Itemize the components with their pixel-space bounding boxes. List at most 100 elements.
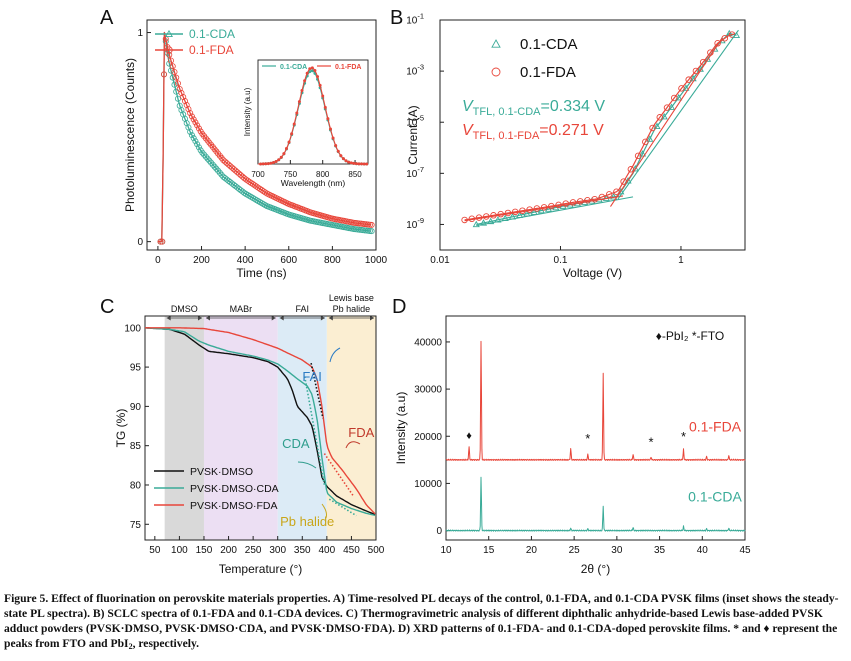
panel-b-ytick-exponent: -5 xyxy=(417,114,424,123)
panel-a-inset-point-fda xyxy=(292,122,296,126)
panel-a-point-cda xyxy=(188,132,195,139)
panel-a-point-cda xyxy=(209,161,216,168)
panel-d-xtick: 25 xyxy=(569,545,581,556)
panel-d-ytick: 40000 xyxy=(414,337,442,348)
panel-a-point-fda xyxy=(169,63,176,70)
panel-d-xlabel: 2θ (°) xyxy=(581,562,610,576)
panel-a-point-cda xyxy=(208,159,215,166)
panel-b-point-cda xyxy=(646,135,654,142)
panel-c-annotation: CDA xyxy=(282,436,310,451)
panel-d-frame xyxy=(445,315,746,541)
panel-a-inset-xtick: 750 xyxy=(284,170,298,179)
panel-a-point-fda xyxy=(232,167,239,174)
panel-b-annotation-symbol: V xyxy=(462,122,474,139)
panel-a-legend-marker xyxy=(165,29,173,38)
panel-a-inset-xtick: 850 xyxy=(348,170,362,179)
panel-a-inset-point-fda xyxy=(341,157,345,161)
panel-a-inset-point-cda xyxy=(308,70,312,74)
panel-a-legend-text: 0.1-CDA xyxy=(189,27,235,41)
panel-a-frame xyxy=(146,19,377,251)
panel-a-inset-point-fda xyxy=(316,75,320,79)
panel-c-series-control xyxy=(144,327,376,516)
panel-b-annotation-subscript: TFL, 0.1-FDA xyxy=(473,130,540,142)
panel-b-point-fda xyxy=(692,67,700,75)
panel-d-xtick: 15 xyxy=(483,545,495,556)
panel-c-region-label: FAI xyxy=(296,304,310,314)
panel-b-legend-text: 0.1-CDA xyxy=(520,36,578,53)
panel-b-point-fda xyxy=(577,198,584,205)
panel-d-xtick: 40 xyxy=(697,545,709,556)
panel-a-inset-point-fda xyxy=(264,162,268,166)
panel-a-point-fda xyxy=(176,86,183,93)
panel-c-xtick: 500 xyxy=(368,545,385,556)
panel-b-point-cda xyxy=(610,193,618,200)
panel-a-xtick: 800 xyxy=(324,255,341,266)
panel-c-annotation-arrow xyxy=(297,461,317,469)
panel-b-ytick: 10-3 xyxy=(406,63,424,78)
panel-c-annotation: FAI xyxy=(302,369,322,384)
panel-a-inset-point-fda xyxy=(365,162,369,166)
panel-a-ytick: 1 xyxy=(137,28,143,39)
panel-a-inset-point-fda xyxy=(303,79,307,83)
panel-c-annotation: Pb halide xyxy=(280,514,334,529)
panel-c-ytick: 95 xyxy=(130,363,142,374)
panel-a-inset-point-fda xyxy=(284,147,288,151)
panel-label-c: C xyxy=(100,296,114,318)
panel-c-series-fda xyxy=(145,327,376,515)
figure-caption: Figure 5. Effect of fluorination on pero… xyxy=(4,591,847,654)
panel-a-legend-marker xyxy=(165,46,173,54)
panel-a-inset-point-fda xyxy=(282,152,286,156)
panel-a-inset-point-fda xyxy=(323,105,327,109)
panel-b-point-fda xyxy=(663,104,671,111)
panel-a-xlabel: Time (ns) xyxy=(236,266,286,280)
panel-a-point-fda xyxy=(223,160,230,167)
panel-a-inset-point-fda xyxy=(334,143,338,147)
panel-a-point-fda xyxy=(225,161,232,168)
panel-a-inset-point-fda xyxy=(321,94,325,98)
panel-c-ytick: 85 xyxy=(130,441,142,452)
panel-c-region xyxy=(277,316,327,540)
panel-a-inset-point-fda xyxy=(326,117,330,121)
panel-b-point-fda xyxy=(656,114,664,121)
panel-label-d: D xyxy=(392,296,406,318)
panel-d-series-fda xyxy=(445,340,746,461)
panel-b-ytick: 10-1 xyxy=(406,12,424,27)
panel-a-point-cda xyxy=(192,138,199,145)
panel-c-annotation-arrow xyxy=(321,503,327,519)
panel-c-xtick: 450 xyxy=(343,545,360,556)
panel-a-point-fda xyxy=(229,164,236,171)
panel-c-guide-cda xyxy=(303,376,326,486)
panel-b-ytick-exponent: -3 xyxy=(417,63,424,72)
panel-a-inset-point-fda xyxy=(349,161,353,165)
panel-b-point-fda xyxy=(555,201,562,209)
panel-a-inset-point-fda xyxy=(336,149,340,153)
panel-a-inset-xtick: 700 xyxy=(251,170,265,179)
panel-c-annotation: FDA xyxy=(348,425,374,440)
panel-a-inset-point-fda xyxy=(308,67,312,71)
panel-a-inset-point-fda xyxy=(297,100,301,104)
panel-d-series-cda xyxy=(445,476,746,532)
panel-b-fit-line-cda xyxy=(617,29,739,200)
panel-c-series-cda xyxy=(144,327,376,517)
panel-a-inset-legend-text: 0.1-CDA xyxy=(280,64,307,71)
panel-d-legend-note: ♦-PbI₂ *-FTO xyxy=(656,329,725,343)
panel-b-point-cda xyxy=(479,219,488,226)
panel-c-xtick: 300 xyxy=(269,545,286,556)
panel-c-ytick: 80 xyxy=(130,480,142,491)
panel-c-xtick: 350 xyxy=(294,545,311,556)
panel-b-fit-line-fda xyxy=(610,37,723,207)
panel-b-point-cda xyxy=(487,217,495,225)
panel-a-inset-point-fda xyxy=(277,158,281,162)
panel-c-region-label: Pb halide xyxy=(333,304,371,314)
panel-c-annotation-arrow xyxy=(345,441,361,449)
panel-a-point-fda xyxy=(173,74,180,81)
panel-a-inset-point-fda xyxy=(357,162,361,166)
panel-a-inset-ylabel: Intensity (a.u) xyxy=(243,87,252,136)
panel-d-xtick: 35 xyxy=(654,545,666,556)
panel-b-point-fda xyxy=(562,200,570,207)
panel-a-point-fda xyxy=(262,189,269,196)
panel-b-ytick-exponent: -9 xyxy=(417,216,424,225)
panel-c-xtick: 50 xyxy=(149,545,161,556)
panel-c-annotation-arrow xyxy=(329,347,341,363)
